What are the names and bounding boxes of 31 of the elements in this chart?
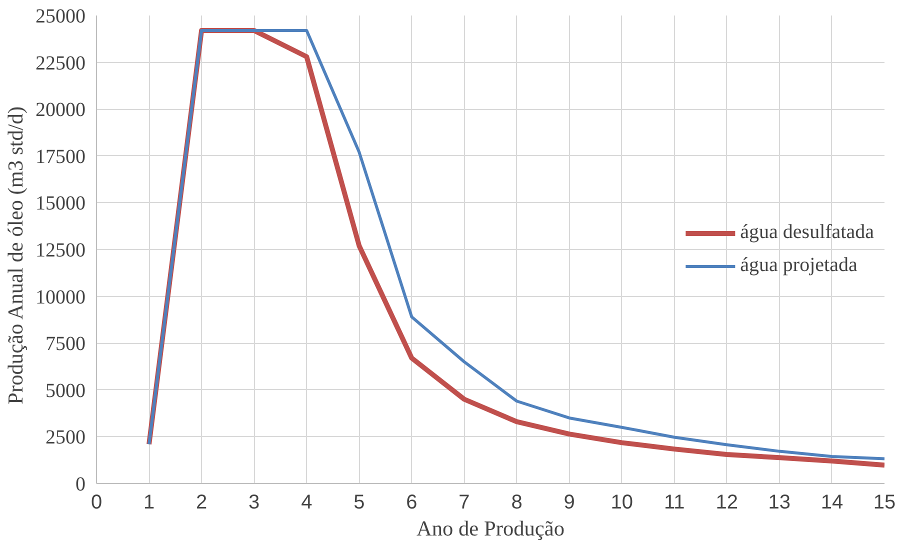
y-tick-label: 2500: [46, 426, 86, 449]
x-tick-label: 8: [511, 492, 522, 514]
x-tick-label: 15: [873, 492, 896, 514]
y-tick-label: 22500: [36, 52, 86, 74]
x-tick-label: 1: [143, 492, 155, 514]
y-tick-label: 7500: [46, 333, 86, 356]
x-tick-label: 5: [354, 492, 365, 514]
legend-label: água projetada: [740, 254, 858, 277]
y-tick-label: 5000: [46, 380, 86, 402]
y-tick-label: 12500: [36, 240, 86, 262]
y-tick-label: 10000: [36, 286, 86, 308]
y-tick-label: 20000: [36, 99, 86, 122]
y-tick-label: 15000: [36, 192, 86, 215]
y-tick-label: 17500: [36, 146, 86, 168]
x-tick-label: 12: [716, 492, 738, 514]
x-tick-label: 13: [768, 492, 791, 514]
x-tick-label: 3: [248, 492, 260, 514]
x-tick-label: 6: [406, 492, 418, 514]
x-tick-label: 0: [90, 492, 102, 514]
x-axis-title: Ano de Produção: [416, 516, 565, 540]
legend-label: água desulfatada: [740, 221, 874, 244]
x-tick-label: 9: [564, 492, 575, 514]
x-tick-label: 7: [458, 492, 470, 514]
x-tick-label: 10: [610, 492, 633, 514]
x-tick-label: 4: [301, 492, 312, 514]
x-tick-label: 11: [664, 492, 685, 514]
x-tick-label: 2: [196, 492, 208, 514]
x-tick-label: 14: [820, 492, 844, 514]
y-tick-label: 0: [76, 474, 86, 496]
y-axis-title: Produção Anual de óleo (m3 std/d): [4, 106, 28, 404]
y-tick-label: 25000: [36, 6, 86, 28]
